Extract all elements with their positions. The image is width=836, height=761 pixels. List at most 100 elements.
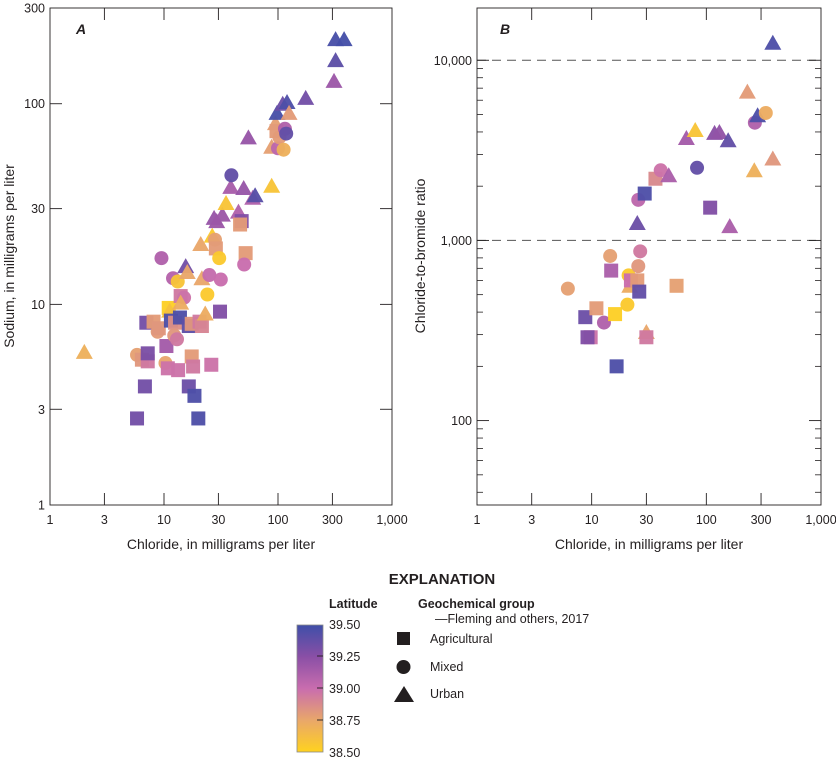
data-point-agricultural: [703, 200, 718, 215]
data-point-mixed: [653, 163, 668, 178]
data-point-agricultural: [159, 339, 174, 354]
colorbar-tick-label: 38.50: [329, 746, 360, 760]
x-tick-label: 300: [751, 513, 772, 527]
data-point-agricultural: [194, 319, 209, 334]
data-point-mixed: [603, 248, 618, 263]
data-point-urban: [745, 162, 763, 178]
y-tick-label: 1,000: [441, 234, 472, 248]
data-point-urban: [75, 343, 93, 359]
data-point-urban: [325, 72, 343, 88]
data-point-urban: [178, 263, 196, 279]
chart-b-points: [560, 34, 782, 374]
data-point-agricultural: [187, 388, 202, 403]
data-point-urban: [263, 177, 281, 193]
data-point-mixed: [212, 251, 227, 266]
data-point-agricultural: [630, 273, 645, 288]
data-point-mixed: [279, 126, 294, 141]
data-point-agricultural: [137, 379, 152, 394]
data-point-urban: [222, 178, 240, 194]
data-point-agricultural: [637, 186, 652, 201]
colorbar-tick-label: 39.00: [329, 682, 360, 696]
data-point-mixed: [560, 281, 575, 296]
chart-a-x-axis-title: Chloride, in milligrams per liter: [127, 536, 316, 552]
data-point-agricultural: [580, 330, 595, 345]
data-point-agricultural: [171, 363, 186, 378]
y-tick-label: 1: [38, 499, 45, 513]
data-point-agricultural: [669, 278, 684, 293]
data-point-urban: [193, 270, 211, 286]
data-point-mixed: [169, 332, 184, 347]
x-tick-label: 3: [528, 513, 535, 527]
colorbar-tick-label: 39.25: [329, 650, 360, 664]
data-point-agricultural: [186, 359, 201, 374]
x-tick-label: 10: [585, 513, 599, 527]
chart-b: 1 3 10 30 100 300 1,000 100 1,000 10,000 B Chlori…: [412, 7, 836, 552]
y-tick-label: 100: [24, 97, 45, 111]
data-point-urban: [710, 123, 728, 139]
data-point-agricultural: [151, 321, 166, 336]
data-point-agricultural: [604, 263, 619, 278]
data-point-mixed: [224, 168, 239, 183]
data-point-agricultural: [204, 357, 219, 372]
x-tick-label: 1: [47, 513, 54, 527]
data-point-urban: [196, 305, 214, 321]
data-point-urban: [686, 122, 704, 138]
chart-a-frame: [49, 7, 393, 506]
data-point-agricultural: [632, 284, 647, 299]
data-point-urban: [764, 34, 782, 50]
legend: EXPLANATION Latitude 39.50 39.25 39.00 3…: [296, 571, 589, 760]
data-point-agricultural: [578, 310, 593, 325]
data-point-mixed: [202, 268, 217, 283]
data-point-urban: [335, 31, 353, 47]
legend-label-agricultural: Agricultural: [430, 632, 493, 646]
legend-square-marker-icon: [397, 632, 410, 645]
x-tick-label: 1,000: [376, 513, 407, 527]
chart-b-x-axis-title: Chloride, in milligrams per liter: [555, 536, 744, 552]
data-point-urban: [297, 89, 315, 105]
y-tick-label: 10,000: [434, 54, 472, 68]
x-tick-label: 30: [211, 513, 225, 527]
data-point-urban: [327, 52, 345, 68]
data-point-mixed: [200, 287, 215, 302]
data-point-urban: [235, 180, 253, 196]
data-point-agricultural: [130, 411, 145, 426]
x-tick-label: 1: [474, 513, 481, 527]
legend-title: EXPLANATION: [389, 571, 495, 588]
data-point-agricultural: [609, 359, 624, 374]
x-tick-label: 100: [268, 513, 289, 527]
chart-b-y-axis-title: Chloride-to-bromide ratio: [412, 178, 428, 333]
x-tick-label: 30: [639, 513, 653, 527]
chart-a-y-axis-title: Sodium, in milligrams per liter: [1, 164, 17, 348]
data-point-mixed: [631, 259, 646, 274]
y-tick-label: 30: [31, 202, 45, 216]
legend-label-urban: Urban: [430, 687, 464, 701]
chart-b-frame: [476, 7, 822, 506]
data-point-mixed: [213, 272, 228, 287]
data-point-urban: [660, 167, 678, 183]
data-point-mixed: [237, 257, 252, 272]
chart-a-panel-label: A: [75, 21, 86, 37]
data-point-urban: [738, 83, 756, 99]
chart-b-ticks: 1 3 10 30 100 300 1,000 100 1,000 10,000: [434, 8, 836, 527]
data-point-urban: [721, 218, 739, 234]
colorbar-tick-label: 38.75: [329, 714, 360, 728]
data-point-mixed: [276, 142, 291, 157]
data-point-urban: [239, 129, 257, 145]
y-tick-label: 100: [451, 414, 472, 428]
colorbar-title: Latitude: [329, 597, 378, 611]
data-point-urban: [192, 235, 210, 251]
legend-circle-marker-icon: [396, 660, 411, 674]
data-point-urban: [213, 206, 231, 222]
data-point-agricultural: [608, 307, 623, 322]
data-point-urban: [217, 195, 235, 211]
legend-label-mixed: Mixed: [430, 660, 463, 674]
data-point-agricultural: [589, 301, 604, 316]
x-tick-label: 10: [157, 513, 171, 527]
data-point-urban: [268, 104, 286, 120]
data-point-mixed: [620, 297, 635, 312]
data-point-mixed: [690, 160, 705, 175]
data-point-urban: [246, 187, 264, 203]
data-point-mixed: [758, 105, 773, 120]
data-point-agricultural: [639, 330, 654, 345]
